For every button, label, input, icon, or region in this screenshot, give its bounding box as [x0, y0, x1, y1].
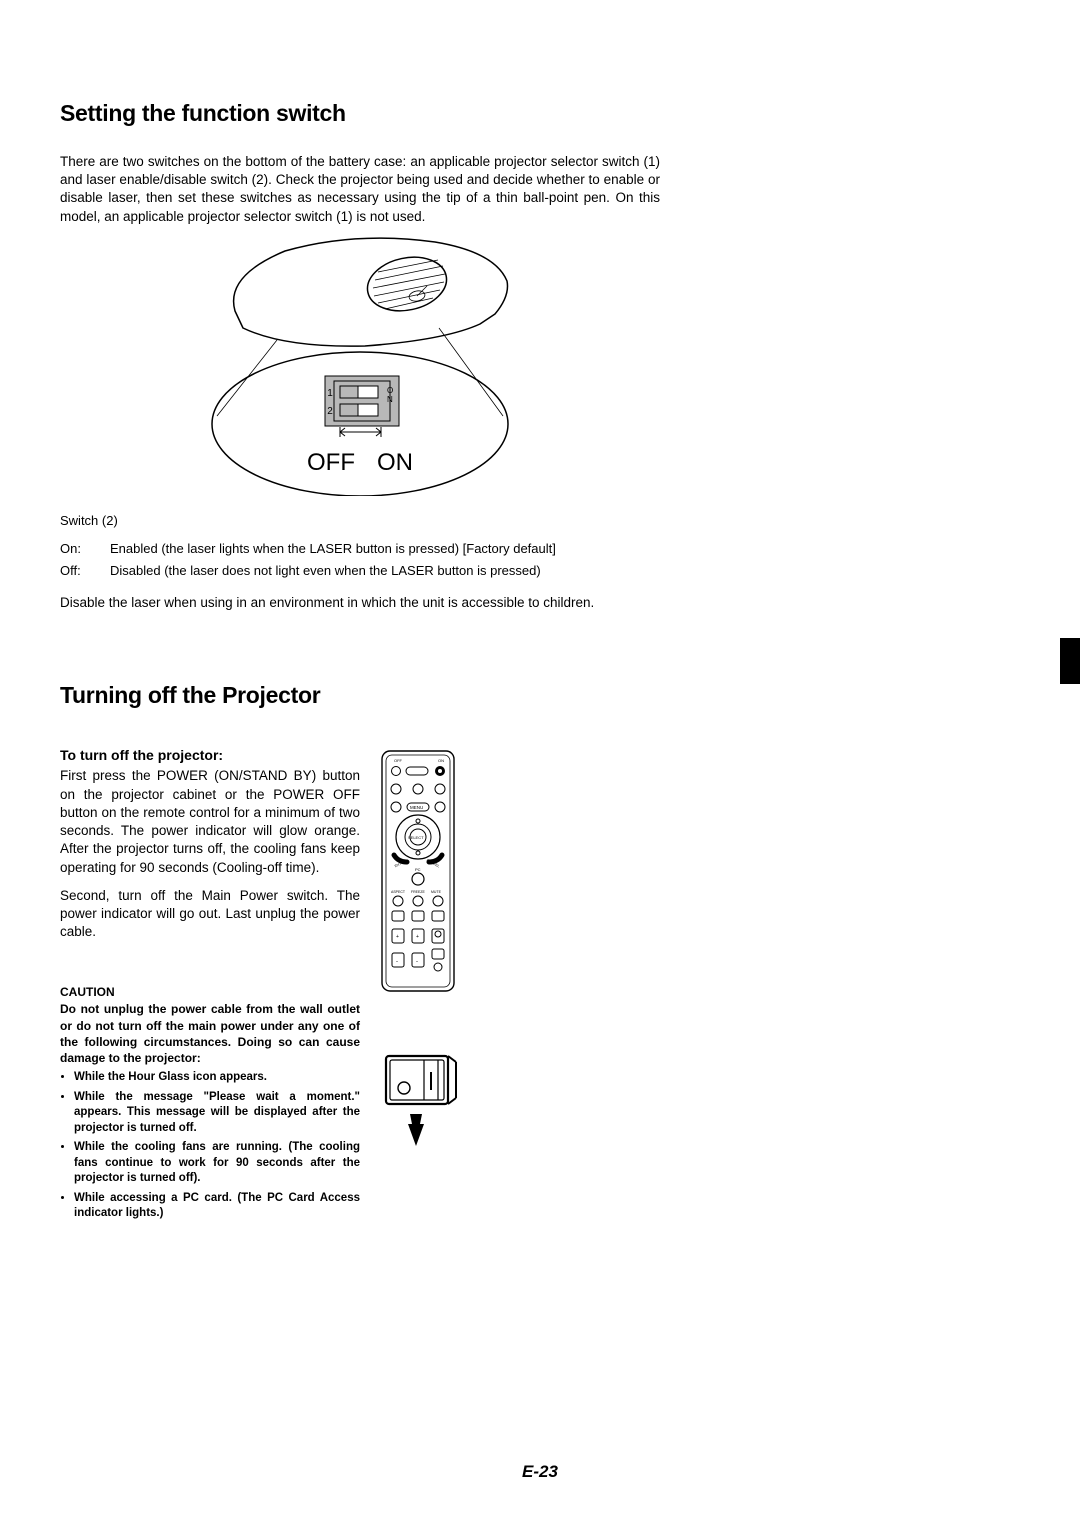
def-off-key: Off:: [60, 562, 110, 580]
svg-text:FREEZE: FREEZE: [411, 890, 425, 894]
turn-off-para1: First press the POWER (ON/STAND BY) butt…: [60, 767, 360, 876]
def-on: On: Enabled (the laser lights when the L…: [60, 540, 660, 558]
dip-label-2: 2: [327, 406, 333, 417]
svg-text:MENU: MENU: [410, 805, 423, 810]
caution-bullet: While the message "Please wait a moment.…: [74, 1090, 360, 1137]
svg-text:PC: PC: [415, 867, 421, 872]
svg-text:-: -: [416, 959, 418, 965]
svg-text:ON: ON: [438, 758, 444, 763]
off-label: OFF: [307, 449, 355, 476]
svg-text:O: O: [387, 386, 393, 395]
def-on-key: On:: [60, 540, 110, 558]
turn-off-subhead: To turn off the projector:: [60, 747, 360, 763]
section1-intro: There are two switches on the bottom of …: [60, 153, 660, 226]
svg-text:+: +: [396, 934, 399, 940]
svg-text:ASPECT: ASPECT: [391, 890, 406, 894]
page-number: E-23: [0, 1462, 1080, 1482]
svg-text:SELECT: SELECT: [408, 835, 424, 840]
disable-note: Disable the laser when using in an envir…: [60, 594, 660, 612]
thumb-tab: [1060, 638, 1080, 684]
power-switch-icon: [380, 1050, 460, 1150]
svg-text:OFF: OFF: [394, 758, 403, 763]
svg-text:+: +: [416, 934, 419, 940]
caution-text: Do not unplug the power cable from the w…: [60, 1001, 360, 1066]
turn-off-para2: Second, turn off the Main Power switch. …: [60, 887, 360, 942]
on-label: ON: [377, 449, 413, 476]
caution-bullet: While the cooling fans are running. (The…: [74, 1140, 360, 1187]
remote-icon: OFF ON MENU SELECT: [380, 749, 458, 995]
switch2-label: Switch (2): [60, 513, 660, 528]
svg-text:MUTE: MUTE: [431, 890, 442, 894]
caution-list: While the Hour Glass icon appears. While…: [60, 1070, 360, 1222]
def-on-val: Enabled (the laser lights when the LASER…: [110, 540, 660, 558]
caution-heading: CAUTION: [60, 985, 360, 999]
section1-title: Setting the function switch: [60, 100, 660, 127]
section2-title: Turning off the Projector: [60, 682, 660, 709]
switch-diagram: 1 2 O N: [60, 236, 660, 501]
svg-text:-: -: [396, 959, 398, 965]
dip-label-1: 1: [327, 388, 333, 399]
def-off-val: Disabled (the laser does not light even …: [110, 562, 660, 580]
caution-bullet: While accessing a PC card. (The PC Card …: [74, 1191, 360, 1222]
def-off: Off: Disabled (the laser does not light …: [60, 562, 660, 580]
caution-bullet: While the Hour Glass icon appears.: [74, 1070, 360, 1086]
svg-text:N: N: [387, 395, 393, 404]
page-content: Setting the function switch There are tw…: [0, 0, 1080, 1266]
